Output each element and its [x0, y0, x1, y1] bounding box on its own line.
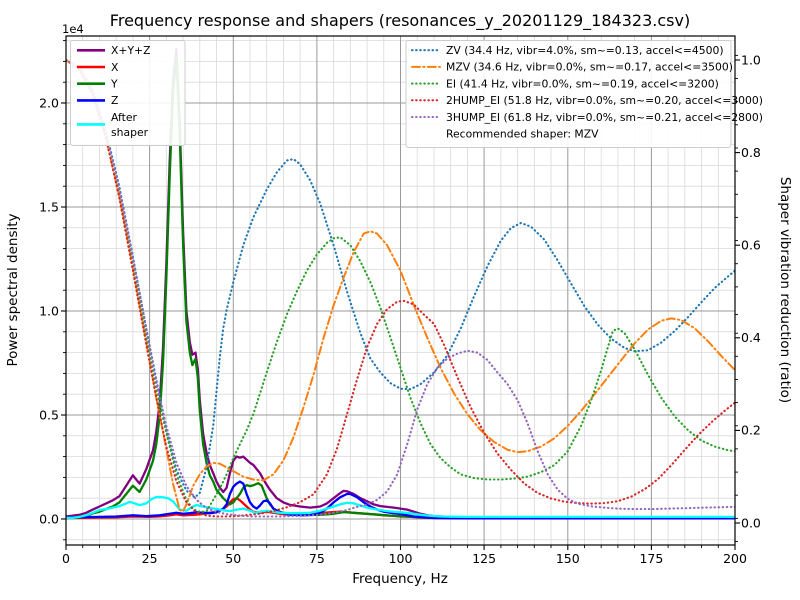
y-left-tick-label: 2.0 [39, 95, 59, 110]
3hump-ei-shaper-curve [66, 58, 735, 518]
legend-label-after-shaper: shaper [111, 126, 149, 139]
z-psd-curve [66, 480, 735, 520]
y-axis-offset-label: 1e4 [62, 22, 84, 36]
legend-shapers-item-mzv: MZV (34.6 Hz, vibr=0.0%, sm~=0.17, accel… [411, 61, 733, 74]
xyz-psd-curve [66, 47, 735, 519]
x-tick-label: 75 [309, 551, 325, 566]
y-left-tick-label: 1.5 [39, 199, 59, 214]
y-left-tick-label: 1.0 [39, 303, 59, 318]
legend-label-2hump-ei: 2HUMP_EI (51.8 Hz, vibr=0.0%, sm~=0.20, … [446, 94, 763, 107]
x-tick-label: 175 [639, 551, 663, 566]
legend-label-mzv: MZV (34.6 Hz, vibr=0.0%, sm~=0.17, accel… [446, 61, 733, 74]
x-tick-label: 200 [723, 551, 747, 566]
legend-label-x: X [111, 61, 119, 74]
legend-shapers-box [405, 40, 732, 148]
legend-psd-item-z: Z [77, 94, 118, 107]
y-axis-left-label: Power spectral density [5, 213, 21, 366]
x-tick-label: 125 [472, 551, 496, 566]
legend-psd-item-x: X [77, 61, 119, 74]
y-left-tick-label: 0.5 [39, 407, 59, 422]
legend-psd: X+Y+Z XYZ After shaper [70, 40, 186, 146]
legend-shapers-item-2hump-ei: 2HUMP_EI (51.8 Hz, vibr=0.0%, sm~=0.20, … [410, 94, 763, 107]
2hump-ei-shaper-curve [66, 58, 735, 518]
y-right-tick-label: 0.8 [741, 145, 761, 160]
x-tick-label: 25 [142, 551, 158, 566]
y-right-tick-label: 0.6 [741, 238, 761, 253]
legend-label-y: Y [110, 78, 118, 91]
zv-shaper-curve [66, 58, 735, 499]
axis-tick-labels: 0 25 50 75 100 125 150 175 200 0.0 0.5 1.0 1.5 2.0 0.0… [39, 52, 761, 566]
legend-label-xyz: X+Y+Z [111, 44, 150, 57]
x-tick-label: 0 [62, 551, 70, 566]
legend-label-zv: ZV (34.4 Hz, vibr=4.0%, sm~=0.13, accel<… [446, 44, 724, 57]
x-tick-label: 100 [389, 551, 413, 566]
plot-curves [66, 47, 735, 520]
y-right-tick-label: 0.2 [741, 423, 761, 438]
y-right-tick-label: 0.4 [741, 330, 761, 345]
after-shaper-psd-curve [66, 495, 735, 519]
legend-shapers-item-ei: EI (41.4 Hz, vibr=0.0%, sm~=0.19, accel<… [410, 77, 719, 90]
axis-ticks [61, 40, 740, 550]
legend-label-z: Z [111, 94, 118, 107]
legend-psd-item-xyz: X+Y+Z [77, 44, 150, 57]
y-right-tick-label: 0.0 [741, 515, 761, 530]
y-right-tick-label: 1.0 [741, 52, 761, 67]
legend-recommended-shaper: Recommended shaper: MZV [446, 128, 599, 141]
legend-label-3hump-ei: 3HUMP_EI (61.8 Hz, vibr=0.0%, sm~=0.21, … [446, 111, 763, 124]
legend-psd-item-y: Y [77, 78, 118, 91]
y-psd-curve [66, 56, 735, 520]
mzv-shaper-curve [66, 59, 735, 513]
ei-shaper-curve [66, 58, 735, 513]
y-left-tick-label: 0.0 [39, 511, 59, 526]
legend-label-ei: EI (41.4 Hz, vibr=0.0%, sm~=0.19, accel<… [446, 77, 719, 90]
legend-shapers-item-zv: ZV (34.4 Hz, vibr=4.0%, sm~=0.13, accel<… [410, 44, 724, 57]
x-axis-label: Frequency, Hz [352, 571, 448, 587]
x-tick-label: 50 [225, 551, 241, 566]
x-tick-label: 150 [556, 551, 580, 566]
legend-shapers-item-3hump-ei: 3HUMP_EI (61.8 Hz, vibr=0.0%, sm~=0.21, … [410, 111, 763, 124]
legend-psd-item-after-shaper: After shaper [77, 111, 149, 139]
legend-shapers: ZV (34.4 Hz, vibr=4.0%, sm~=0.13, accel<… [405, 40, 763, 148]
chart-title: Frequency response and shapers (resonanc… [110, 11, 690, 31]
legend-label-after-shaper: After [111, 111, 137, 124]
y-axis-right-label: Shaper vibration reduction (ratio) [777, 177, 793, 403]
